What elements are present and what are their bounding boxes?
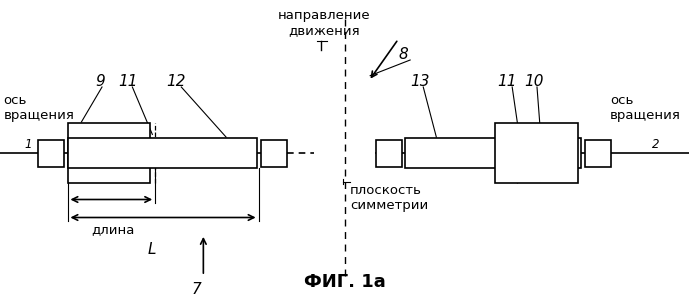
Bar (495, 123, 578, 183)
Text: 2: 2 (652, 139, 660, 152)
Bar (38, 140, 64, 166)
Text: ось
вращения: ось вращения (610, 94, 681, 122)
Text: 1: 1 (25, 139, 32, 152)
Text: 11: 11 (118, 74, 138, 88)
Bar (376, 140, 402, 166)
Text: 7: 7 (191, 282, 201, 297)
Text: 9: 9 (95, 74, 105, 88)
Text: ФИГ. 1а: ФИГ. 1а (304, 273, 385, 291)
Text: плоскость
симметрии: плоскость симметрии (350, 184, 429, 212)
Text: длина: длина (91, 223, 135, 236)
Text: 12: 12 (166, 74, 186, 88)
Text: L: L (147, 242, 156, 256)
Bar (584, 140, 611, 166)
Text: 11: 11 (497, 74, 517, 88)
Text: направление
движения: направление движения (278, 9, 371, 37)
Bar (406, 138, 581, 168)
Bar (68, 123, 150, 183)
Bar (260, 140, 287, 166)
Text: 13: 13 (410, 74, 430, 88)
Text: 8: 8 (399, 46, 408, 62)
Text: 10: 10 (524, 74, 544, 88)
Text: ось
вращения: ось вращения (3, 94, 74, 122)
Bar (68, 138, 257, 168)
